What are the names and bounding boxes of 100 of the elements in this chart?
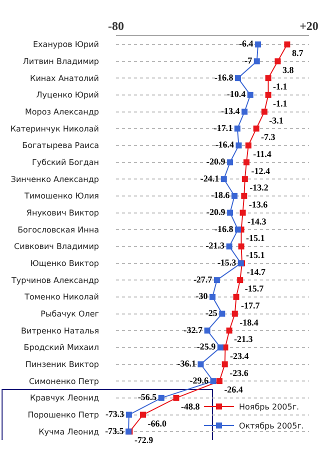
point [261,108,268,115]
data-label: -56.5 [138,392,158,402]
data-label: -1.1 [273,98,288,108]
y-tick-label: Турчинов Александр [10,276,99,285]
data-label: -66.0 [148,418,168,428]
data-label: -27.7 [193,274,213,284]
point [173,394,180,401]
y-tick-label: Симоненко Петр [28,376,99,386]
point [234,75,241,82]
data-label: -1.1 [273,82,288,92]
data-label: -21.3 [234,334,254,344]
point [274,58,281,64]
data-label: -24.1 [200,173,220,184]
point [232,192,238,199]
point [245,142,252,148]
point [158,394,164,401]
data-label: 3.8 [282,64,294,75]
point [237,277,244,284]
y-tick-label: Кравчук Леонид [30,394,100,403]
y-tick-label: Томенко Николай [24,292,99,302]
point [204,328,210,334]
y-tick-label: Рыбачук Олег [40,310,99,319]
x-tick-label: +20 [300,19,318,34]
data-label: 8.7 [292,48,304,58]
point [241,192,248,199]
point [254,58,260,64]
data-label: -13.6 [248,199,268,210]
point [214,277,220,284]
data-label: -29.6 [190,375,210,386]
point [217,344,224,350]
data-label: -7.3 [261,132,276,142]
point [226,328,232,334]
data-label: -12.4 [251,166,270,176]
point [242,108,248,115]
point [126,412,132,418]
data-label: -30 [196,291,208,302]
y-tick-label: Луценко Юрий [36,90,99,100]
y-tick-label: Литвин Владимир [22,57,99,66]
data-label: -32.7 [184,324,204,335]
data-label: -17.7 [240,300,260,310]
point [227,210,234,216]
y-tick-label: Порошенко Петр [28,410,99,420]
data-label: -3.1 [269,115,284,126]
data-label: -16.8 [214,224,234,234]
point [232,310,238,317]
data-label: -6.4 [239,38,254,49]
data-label: -15.1 [246,250,266,260]
data-label: -13.4 [221,106,240,116]
data-label: -20.9 [206,156,226,166]
y-tick-label: Кинах Анатолий [30,74,99,83]
data-label: -26.4 [224,384,244,395]
y-tick-label: Мороз Александр [24,108,99,117]
point [247,92,254,98]
data-label: -23.4 [230,350,250,361]
data-label: -23.6 [230,368,249,378]
point [243,159,250,166]
point [265,92,272,98]
point [220,176,227,182]
x-tick-label: -80 [108,19,124,34]
point [234,226,241,233]
y-tick-label: Зинченко Александр [10,174,99,184]
y-tick-label: Бродский Михаил [24,343,99,352]
point [253,126,260,132]
y-tick-label: Ющенко Виктор [30,259,99,268]
data-label: -11.4 [253,148,272,159]
data-label: -36.1 [177,358,196,368]
data-label: -73.5 [105,426,124,436]
y-tick-label: Катеринчук Николай [10,124,99,134]
point [198,361,204,368]
y-tick-label: Кучма Леонид [38,427,100,436]
point [216,378,222,384]
point [265,75,272,82]
point [236,142,242,148]
point [234,126,240,132]
data-label: -14.3 [248,216,267,226]
data-label: -15.3 [217,258,237,268]
point [240,210,246,216]
data-label: -18.6 [211,190,230,200]
y-tick-label: Пинзеник Виктор [25,360,99,370]
data-label: -16.8 [214,72,234,82]
point [219,310,226,317]
y-tick-label: Янукович Виктор [26,208,99,218]
data-label: -15.1 [246,233,266,244]
point [238,243,244,250]
data-label: -48.8 [180,401,200,412]
point [227,159,234,166]
y-tick-label: Тимошенко Юлия [23,192,100,201]
point [242,176,248,182]
point [210,378,216,384]
point [284,41,290,48]
data-label: -13.2 [250,182,269,193]
data-label: -72.9 [134,435,154,446]
data-label: -10.4 [226,89,246,100]
legend-label: Ноябрь 2005г. [239,402,300,412]
data-label: -7 [244,56,253,66]
y-tick-label: Сивкович Владимир [14,242,99,252]
data-label: -18.4 [240,317,259,328]
y-tick-label: Витренко Наталья [21,326,100,336]
point [255,41,262,48]
point [210,294,216,300]
